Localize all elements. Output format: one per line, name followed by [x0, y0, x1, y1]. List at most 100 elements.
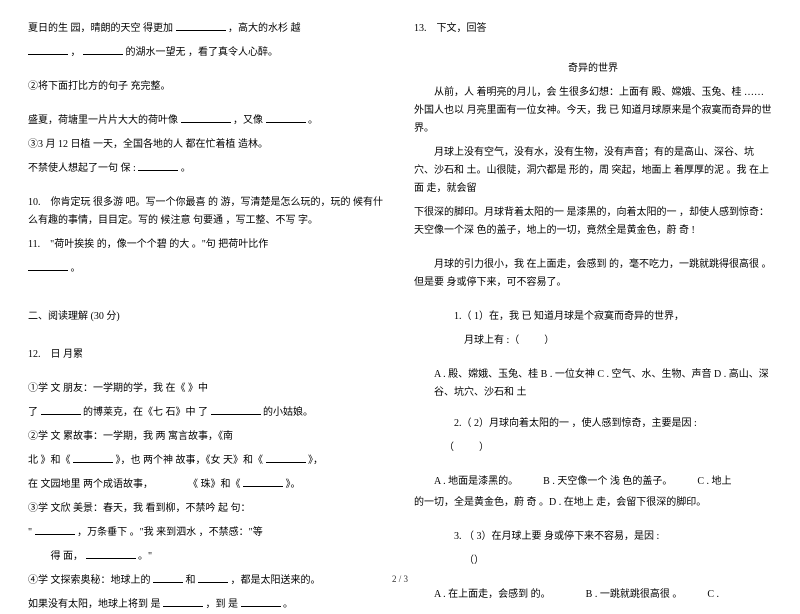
text: 月球的引力很小，我 在上面走，会感到 的，毫不吃力，一跳就跳得很高很 。但是要 …	[414, 259, 772, 288]
text: 奇异的世界	[568, 63, 618, 74]
paragraph: 。	[28, 260, 386, 278]
text: 了	[28, 407, 38, 418]
paragraph: 了 的博莱克，在《七 石》中 了 的小姑娘。	[28, 404, 386, 422]
text: 。"	[138, 551, 152, 562]
text: 的博莱克，在《七 石》中 了	[83, 407, 208, 418]
text: 的一切，全是黄金色，蔚 奇 。D . 在地上 走，会留下很深的脚印。	[414, 497, 706, 508]
blank	[41, 406, 81, 415]
option: A . 在上面走，会感到 的。 B . 一跳就跳很高很 。 C .	[434, 586, 772, 604]
paragraph: 盛夏，荷塘里一片片大大的荷叶像 ，又像 。	[28, 112, 386, 130]
blank	[35, 526, 75, 535]
text: ，	[71, 47, 81, 58]
sub-question: （）	[414, 552, 772, 570]
text: 不禁使人想起了一句 保 :	[28, 163, 136, 174]
text: ②将下面打比方的句子 充完整。	[28, 81, 171, 92]
sub-question: （ ）	[414, 439, 772, 457]
text: ③3 月 12 日植 一天，全国各地的人 都在忙着植 造林。	[28, 139, 268, 150]
question-12: 12. 日 月累	[28, 346, 386, 364]
blank	[28, 262, 68, 271]
article-title: 奇异的世界	[414, 60, 772, 78]
blank	[211, 406, 261, 415]
text: 》，	[308, 455, 323, 466]
text: 》。	[286, 479, 301, 490]
text: A . 在上面走，会感到 的。	[434, 589, 551, 600]
paragraph: ②将下面打比方的句子 充完整。	[28, 78, 386, 96]
text: ，到 是	[206, 599, 239, 610]
paragraph: ， 的湖水一望无 ，看了真令人心醉。	[28, 44, 386, 62]
paragraph: 北 》和《 》，也 两个神 故事，《女 天》和《 》，	[28, 452, 386, 470]
text: ）	[479, 442, 489, 453]
text: 的湖水一望无 ，看了真令人心醉。	[126, 47, 279, 58]
text: ④学 文探索奥秘：地球上的	[28, 575, 151, 586]
paragraph: ①学 文 朋友：一学期的学，我 在《 》中	[28, 380, 386, 398]
blank	[138, 162, 178, 171]
text: 二、阅读理解 (30 分)	[28, 311, 120, 322]
paragraph: ④学 文探索奥秘：地球上的 和 ，都是太阳送来的。	[28, 572, 386, 590]
right-column: 13. 下文，回答 奇异的世界 从前，人 着明亮的月儿，会 生很多幻想：上面有 …	[414, 20, 772, 550]
text: ①学 文 朋友：一学期的学，我 在《 》中	[28, 383, 208, 394]
text: 》，也 两个神 故事，《女 天》和《	[116, 455, 264, 466]
text: 。	[71, 263, 81, 274]
text: A . 殿、嫦娥、玉兔、桂 B . 一位女神 C . 空气、水、生物、声音 D …	[434, 369, 769, 398]
text: 和	[186, 575, 196, 586]
paragraph: 不禁使人想起了一句 保 : 。	[28, 160, 386, 178]
text: C .	[707, 589, 719, 600]
text: 11. "荷叶挨挨 的，像一个个碧 的大 。"句 把荷叶比作	[28, 239, 268, 250]
text: 下很深的脚印。月球背着太阳的一 是漆黑的，向着太阳的一 ，却使人感到惊奇：天空像…	[414, 207, 769, 236]
text: 。	[308, 115, 318, 126]
question-11: 11. "荷叶挨挨 的，像一个个碧 的大 。"句 把荷叶比作	[28, 236, 386, 254]
article-para: 月球上没有空气，没有水，没有生物，没有声音；有的是高山、深谷、坑穴、沙石和 土。…	[414, 144, 772, 198]
text: 从前，人 着明亮的月儿，会 生很多幻想：上面有 殿、嫦娥、玉兔、桂 ……外国人也…	[414, 87, 772, 134]
question-10: 10. 你肯定玩 很多游 吧。写一个你最喜 的 游，写清楚是怎么玩的，玩的 候有…	[28, 194, 386, 230]
paragraph: 在 文园地里 两个成语故事， 《 珠》和《 》。	[28, 476, 386, 494]
document-page: 夏日的生 园，晴朗的天空 得更加 ，高大的水杉 越 ， 的湖水一望无 ，看了真令…	[0, 0, 800, 560]
blank	[73, 454, 113, 463]
article-para: 月球的引力很小，我 在上面走，会感到 的，毫不吃力，一跳就跳得很高很 。但是要 …	[414, 256, 772, 292]
text: 2.（ 2）月球向着太阳的一 ，使人感到惊奇，主要是因 :	[454, 418, 697, 429]
blank	[181, 114, 231, 123]
paragraph: ③学 文欣 美景：春天，我 看到柳，不禁吟 起 句：	[28, 500, 386, 518]
text: ，又像	[233, 115, 263, 126]
option: 的一切，全是黄金色，蔚 奇 。D . 在地上 走，会留下很深的脚印。	[414, 494, 772, 512]
blank	[176, 22, 226, 31]
text: 月球上没有空气，没有水，没有生物，没有声音；有的是高山、深谷、坑穴、沙石和 土。…	[414, 147, 769, 194]
text: 10. 你肯定玩 很多游 吧。写一个你最喜 的 游，写清楚是怎么玩的，玩的 候有…	[28, 197, 383, 226]
sub-question: 月球上有 :（ ）	[414, 332, 772, 350]
left-column: 夏日的生 园，晴朗的天空 得更加 ，高大的水杉 越 ， 的湖水一望无 ，看了真令…	[28, 20, 386, 550]
option: A . 殿、嫦娥、玉兔、桂 B . 一位女神 C . 空气、水、生物、声音 D …	[434, 366, 772, 402]
text: 。	[181, 163, 191, 174]
article-para: 从前，人 着明亮的月儿，会 生很多幻想：上面有 殿、嫦娥、玉兔、桂 ……外国人也…	[414, 84, 772, 138]
text: ，都是太阳送来的。	[231, 575, 321, 586]
paragraph: 夏日的生 园，晴朗的天空 得更加 ，高大的水杉 越	[28, 20, 386, 38]
sub-question: 1.（ 1）在，我 已 知道月球是个寂寞而奇异的世界，	[414, 308, 772, 326]
text: 在 文园地里 两个成语故事，	[28, 479, 153, 490]
text: ②学 文 累故事：一学期，我 两 寓言故事，《南	[28, 431, 233, 442]
sub-question: 2.（ 2）月球向着太阳的一 ，使人感到惊奇，主要是因 :	[414, 415, 772, 433]
text: 3. （ 3）在月球上要 身或停下来不容易，是因 :	[454, 531, 659, 542]
text: 夏日的生 园，晴朗的天空 得更加	[28, 23, 173, 34]
text: 12. 日 月累	[28, 349, 83, 360]
text: 1.（ 1）在，我 已 知道月球是个寂寞而奇异的世界，	[454, 311, 684, 322]
text: C . 地上	[697, 476, 731, 487]
text: ）	[544, 335, 554, 346]
blank	[266, 454, 306, 463]
text: 。	[283, 599, 293, 610]
blank	[86, 550, 136, 559]
question-13: 13. 下文，回答	[414, 20, 772, 38]
paragraph: ②学 文 累故事：一学期，我 两 寓言故事，《南	[28, 428, 386, 446]
blank	[163, 598, 203, 607]
text: （）	[464, 555, 484, 566]
article-para: 下很深的脚印。月球背着太阳的一 是漆黑的，向着太阳的一 ，却使人感到惊奇：天空像…	[414, 204, 772, 240]
blank	[198, 574, 228, 583]
text: A . 地面是漆黑的。	[434, 476, 518, 487]
blank	[28, 46, 68, 55]
text: 的小姑娘。	[263, 407, 313, 418]
text: "	[28, 527, 32, 538]
paragraph: 如果没有太阳，地球上将到 是 ，到 是 。	[28, 596, 386, 614]
page-number: 2 / 3	[392, 574, 408, 584]
text: 《 珠》和《	[188, 479, 241, 490]
text: 月球上有 :（	[464, 335, 519, 346]
blank	[153, 574, 183, 583]
text: 北 》和《	[28, 455, 71, 466]
text: 如果没有太阳，地球上将到 是	[28, 599, 161, 610]
